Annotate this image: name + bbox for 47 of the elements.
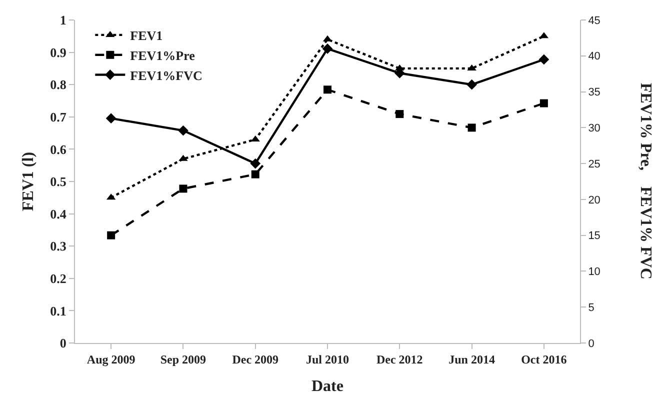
y2-tick-label: 45	[588, 14, 600, 27]
point	[178, 125, 188, 136]
y2-tick-label: 35	[588, 86, 600, 99]
y-tick-label: 0.1	[50, 303, 66, 318]
x-tick-label: Oct 2016	[521, 352, 567, 366]
y2-axis-title: FEV1% Pre, FEV1% FVC	[637, 82, 654, 280]
y-tick-label: 1	[60, 12, 66, 28]
y2-tick-label: 25	[588, 158, 600, 170]
x-tick-label: Jul 2010	[306, 352, 350, 366]
point	[322, 44, 333, 54]
point	[250, 158, 261, 169]
point	[251, 170, 260, 178]
y-tick-label: 0.8	[50, 77, 67, 92]
point	[396, 110, 404, 118]
point	[107, 231, 116, 240]
legend-label: FEV1	[130, 28, 163, 44]
x-tick-label: Jun 2014	[448, 352, 495, 366]
y-tick-label: 0.6	[50, 142, 67, 157]
y-tick-label: 0.2	[50, 270, 66, 286]
y2-tick-label: 5	[588, 302, 594, 314]
y2-tick-label: 40	[588, 50, 600, 63]
x-axis-title: Date	[312, 378, 344, 396]
y2-tick-label: 10	[588, 266, 600, 278]
y2-tick-label: 20	[588, 194, 600, 206]
point	[106, 113, 116, 124]
point	[466, 79, 477, 90]
x-tick-label: Sep 2009	[160, 352, 206, 366]
point	[468, 124, 476, 132]
point	[324, 86, 332, 94]
y-tick-label: 0.7	[50, 109, 67, 124]
y-axis-title: FEV1 (l)	[20, 152, 37, 212]
y-tick-label: 0.5	[50, 174, 67, 190]
point	[540, 99, 548, 108]
point	[179, 184, 188, 193]
y2-tick-label: 15	[588, 230, 600, 242]
y-tick-label: 0.3	[50, 238, 67, 254]
y-tick-label: 0	[60, 336, 66, 351]
y2-tick-label: 0	[588, 338, 594, 350]
y-tick-label: 0.9	[50, 44, 67, 60]
legend-label: FEV1%FVC	[130, 68, 202, 83]
y2-tick-label: 30	[588, 122, 600, 135]
x-tick-label: Aug 2009	[86, 352, 136, 366]
x-tick-label: Dec 2012	[376, 352, 423, 366]
point	[538, 54, 550, 65]
y-tick-label: 0.4	[50, 206, 67, 222]
x-tick-label: Dec 2009	[232, 352, 279, 366]
legend-label: FEV1%Pre	[130, 48, 196, 63]
